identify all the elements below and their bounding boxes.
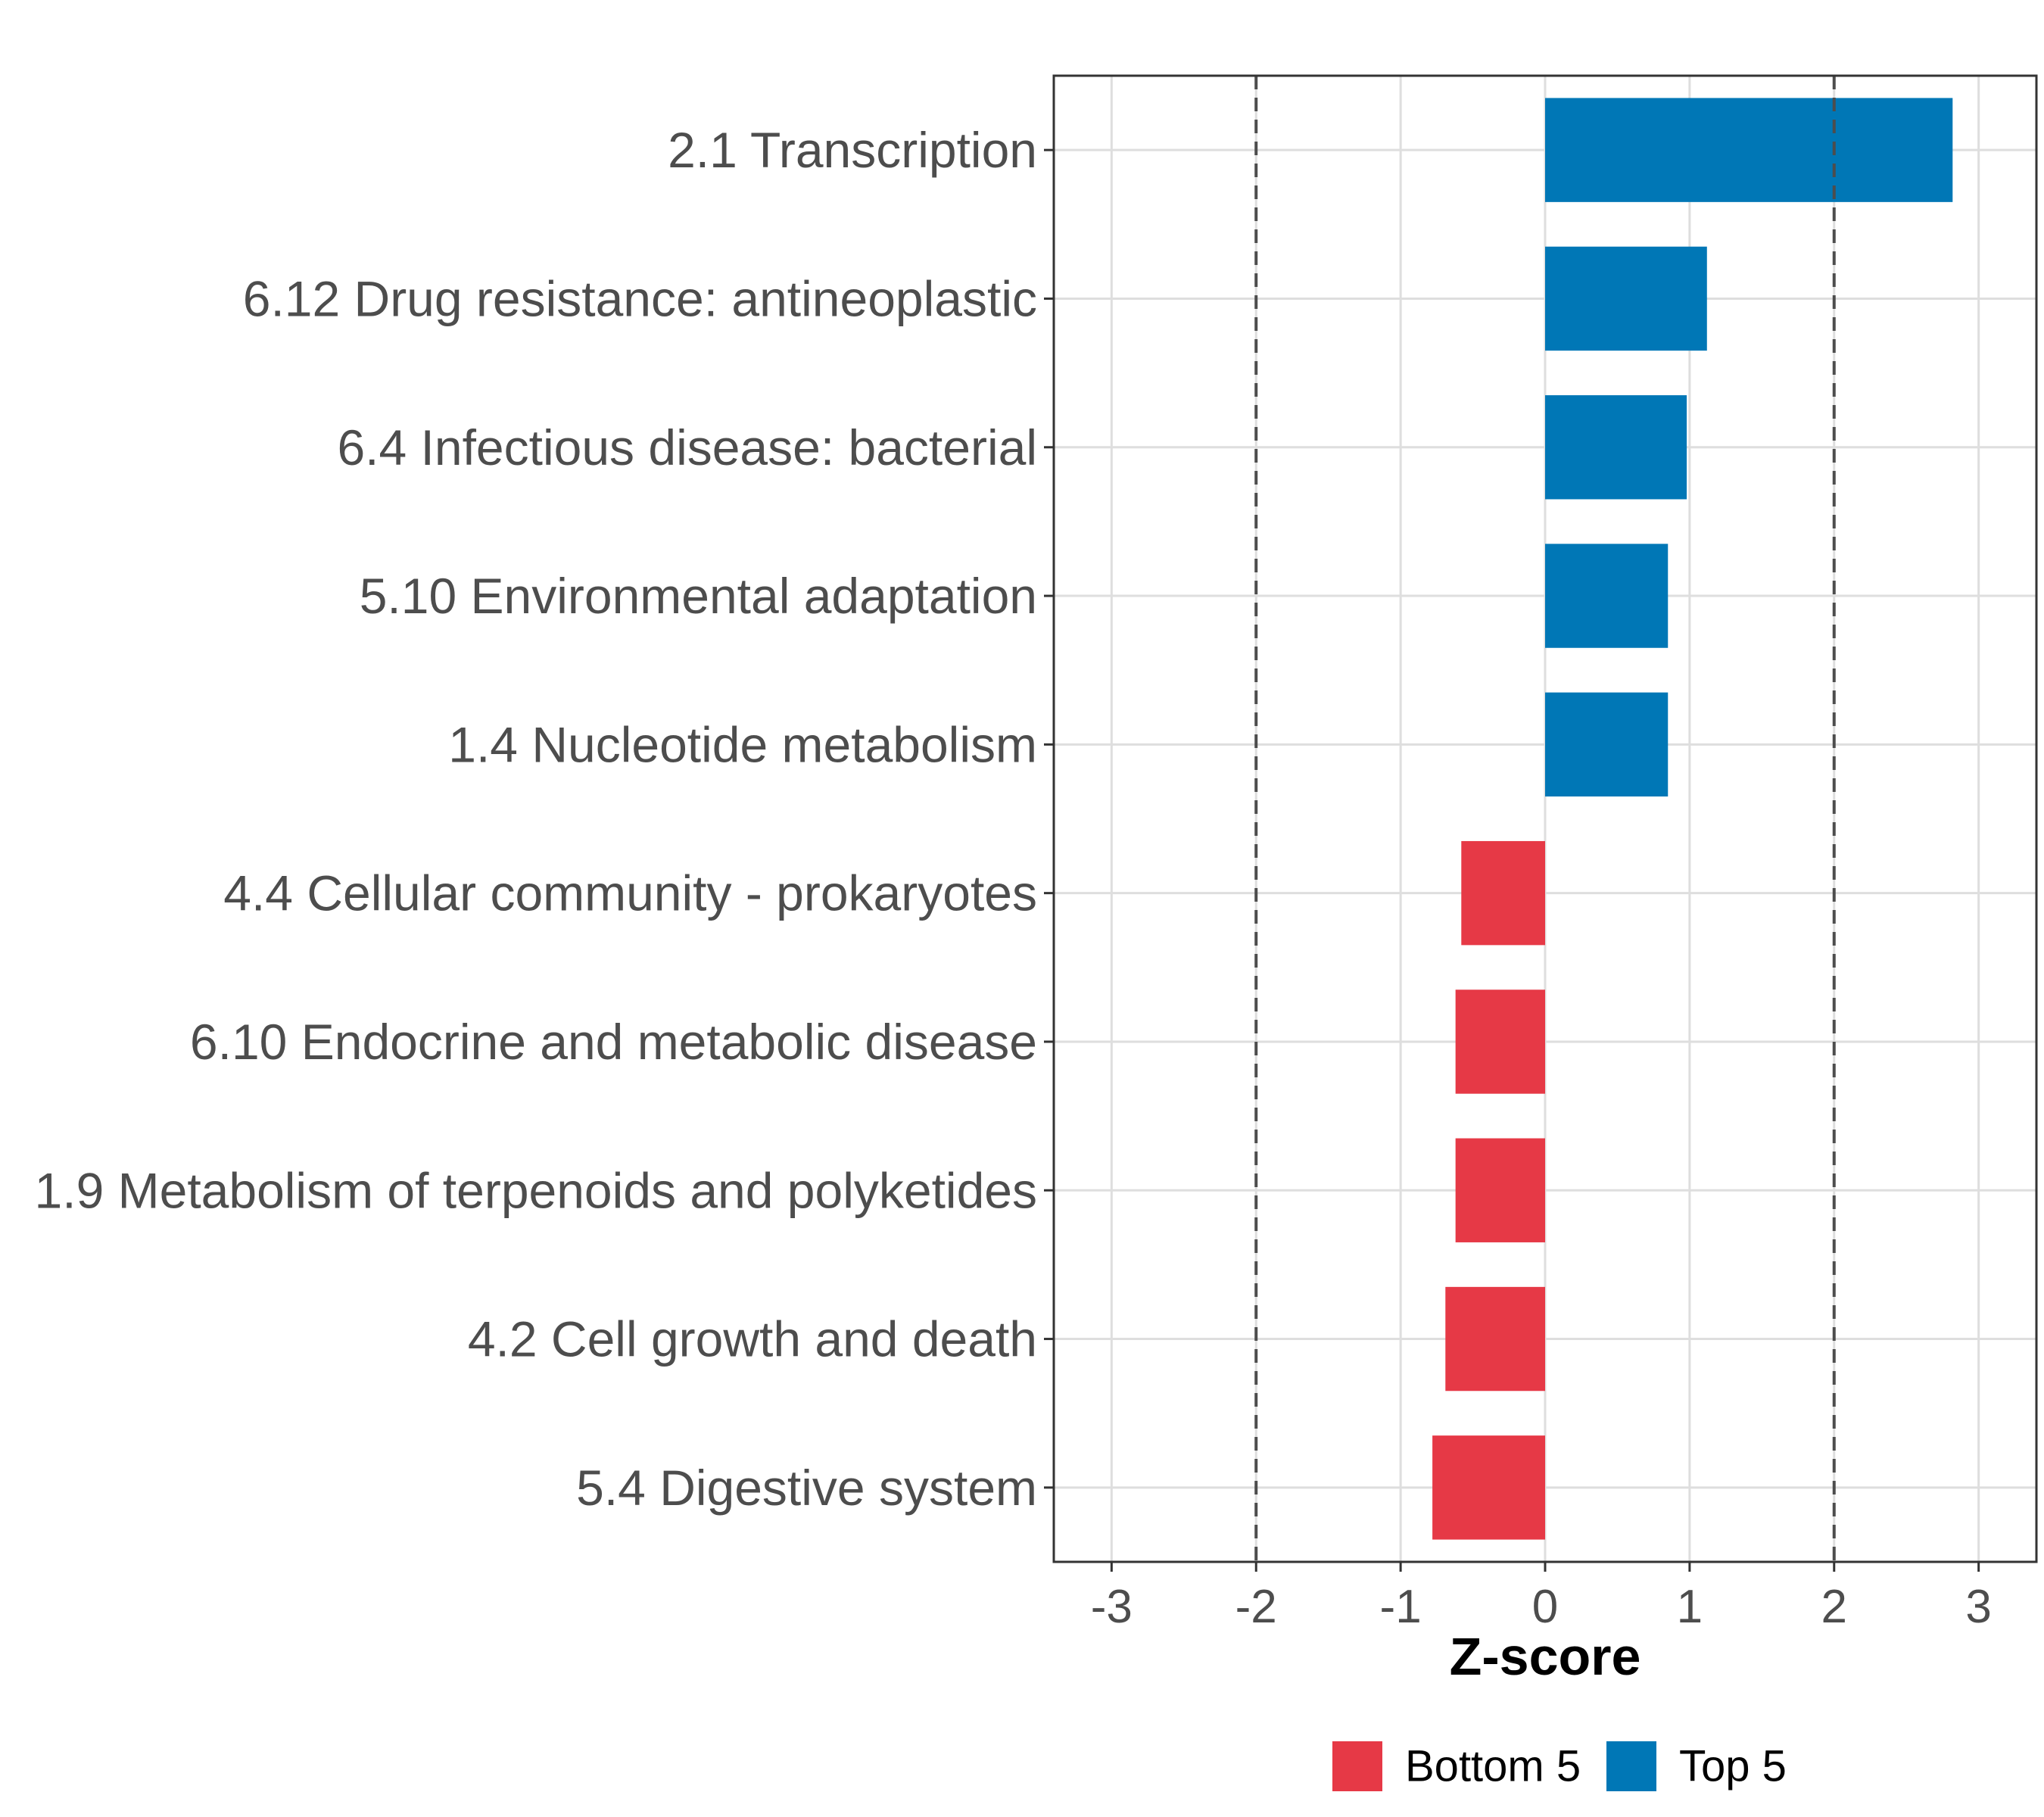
legend-label-2: Top 5 bbox=[1679, 1742, 1787, 1791]
x-tick-label-3: 0 bbox=[1532, 1581, 1558, 1633]
y-tick-label-4: 5.10 Environmental adaptation bbox=[360, 568, 1037, 624]
x-tick-label-0: -3 bbox=[1091, 1581, 1133, 1633]
reference-line-layer bbox=[1254, 76, 1836, 1562]
bar-6 bbox=[1461, 840, 1545, 946]
bar-7 bbox=[1455, 990, 1545, 1094]
legend-key-1 bbox=[1332, 1741, 1382, 1791]
y-tick-label-6: 4.4 Cellular community - prokaryotes bbox=[223, 865, 1037, 921]
y-tick-label-10: 5.4 Digestive system bbox=[576, 1460, 1037, 1516]
bar-9 bbox=[1445, 1286, 1545, 1392]
bar-1 bbox=[1545, 98, 1953, 202]
y-tick-label-5: 1.4 Nucleotide metabolism bbox=[448, 716, 1037, 772]
bar-10 bbox=[1432, 1435, 1545, 1540]
bar-2 bbox=[1545, 246, 1707, 351]
y-tick-label-3: 6.4 Infectious disease: bacterial bbox=[337, 419, 1037, 475]
y-tick-label-7: 6.10 Endocrine and metabolic disease bbox=[190, 1014, 1037, 1070]
bar-4 bbox=[1545, 544, 1669, 648]
legend-label-1: Bottom 5 bbox=[1405, 1742, 1581, 1791]
y-axis: 2.1 Transcription 6.12 Drug resistance: a… bbox=[35, 122, 1054, 1516]
x-tick-label-2: -1 bbox=[1380, 1581, 1422, 1633]
bar-layer bbox=[1432, 98, 1953, 1540]
x-tick-label-5: 2 bbox=[1821, 1581, 1847, 1633]
x-axis: -3 -2 -1 0 1 2 3 bbox=[1091, 1562, 1992, 1633]
y-tick-label-1: 2.1 Transcription bbox=[668, 122, 1037, 178]
legend: Bottom 5 Top 5 bbox=[1332, 1741, 1787, 1791]
x-axis-title: Z-score bbox=[1450, 1627, 1641, 1686]
y-tick-label-2: 6.12 Drug resistance: antineoplastic bbox=[243, 270, 1037, 326]
x-tick-label-6: 3 bbox=[1965, 1581, 1991, 1633]
bar-8 bbox=[1455, 1138, 1545, 1242]
legend-key-2 bbox=[1606, 1741, 1656, 1791]
y-tick-label-8: 1.9 Metabolism of terpenoids and polyket… bbox=[35, 1162, 1037, 1218]
x-tick-label-4: 1 bbox=[1677, 1581, 1703, 1633]
bar-5 bbox=[1545, 692, 1669, 797]
bar-3 bbox=[1545, 395, 1687, 500]
y-tick-label-9: 4.2 Cell growth and death bbox=[468, 1311, 1037, 1367]
x-tick-label-1: -2 bbox=[1235, 1581, 1277, 1633]
